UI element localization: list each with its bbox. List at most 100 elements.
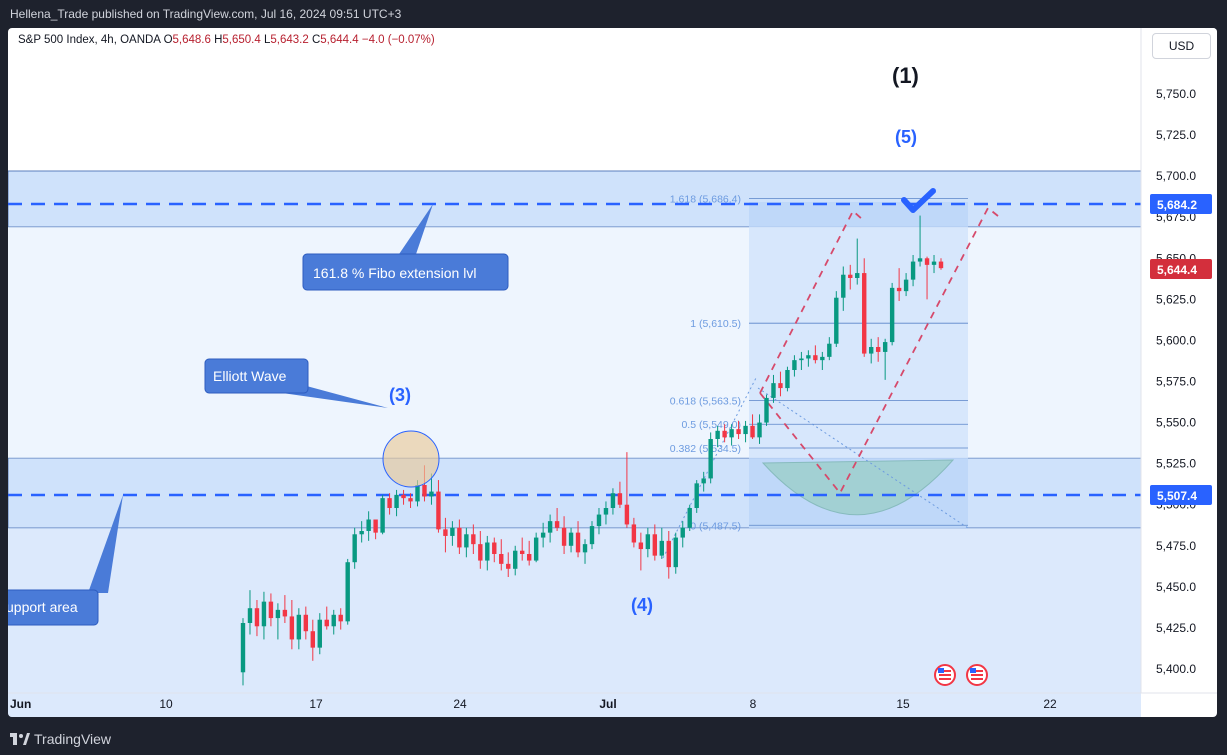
candle-body xyxy=(317,619,322,648)
candle-body xyxy=(582,544,588,553)
candle-body xyxy=(254,608,260,627)
candle-body xyxy=(855,273,860,278)
fib-level-label: 1.618 (5,686.4) xyxy=(670,193,741,205)
fib-retrace-line xyxy=(757,387,969,529)
time-tick-label: Jun xyxy=(10,697,31,711)
wave-3-highlight xyxy=(382,430,440,488)
candle-body xyxy=(247,608,253,623)
candle-body xyxy=(422,485,427,497)
candle-body xyxy=(401,494,406,499)
candle-body xyxy=(701,478,706,484)
price-tick-label: 5,400.0 xyxy=(1156,662,1196,676)
high-value: 5,650.4 xyxy=(222,34,261,46)
candle-body xyxy=(659,540,664,556)
candle-body xyxy=(778,383,783,389)
time-ticks: Jun 10 17 24 Jul 8 15 22 xyxy=(10,697,1057,711)
candle-body xyxy=(499,554,504,564)
price-ticks: 5,750.05,725.05,700.05,675.05,650.05,625… xyxy=(1156,87,1196,676)
price-tick-label: 5,625.0 xyxy=(1156,292,1196,306)
close-value: 5,644.4 xyxy=(320,34,359,46)
fibo-callout xyxy=(302,253,509,291)
candle-body xyxy=(896,287,902,292)
elliott-callout-text: Elliott Wave xyxy=(213,368,287,384)
candle-body xyxy=(429,491,434,497)
candle-body xyxy=(331,614,336,627)
candle-body xyxy=(792,360,797,370)
wave-5-label: (5) xyxy=(895,127,917,147)
candle-body xyxy=(882,342,888,352)
price-tick-label: 5,525.0 xyxy=(1156,457,1196,471)
tradingview-logo[interactable]: TradingView xyxy=(10,731,111,747)
candle-body xyxy=(638,542,644,550)
candle-body xyxy=(736,429,741,435)
candle-body xyxy=(764,397,769,423)
candle-body xyxy=(275,609,281,619)
candle-body xyxy=(268,601,274,619)
currency-button[interactable]: USD xyxy=(1152,33,1211,59)
fib-level-label: 1 (5,610.5) xyxy=(690,318,741,330)
price-tick-label: 5,600.0 xyxy=(1156,333,1196,347)
fibo-callout-text: 161.8 % Fibo extension lvl xyxy=(313,265,476,281)
fib-level-label: 0 (5,487.5) xyxy=(690,520,741,532)
candle-body xyxy=(352,534,357,563)
candles xyxy=(240,215,944,686)
candle-body xyxy=(506,563,511,569)
lower-fill xyxy=(8,528,1141,717)
candle-body xyxy=(631,524,637,543)
candle-body xyxy=(575,532,581,553)
us-flag-icon xyxy=(934,664,956,686)
price-tick-label: 5,550.0 xyxy=(1156,416,1196,430)
time-tick-label: 10 xyxy=(159,697,173,711)
support-callout-text: upport area xyxy=(8,599,78,615)
candle-body xyxy=(359,531,364,535)
symbol-name: S&P 500 Index, 4h, OANDA xyxy=(18,34,161,46)
candle-body xyxy=(408,498,413,502)
candle-body xyxy=(450,527,455,536)
candle-body xyxy=(903,279,909,292)
publish-header: Hellena_Trade published on TradingView.c… xyxy=(0,0,1227,28)
candle-body xyxy=(296,614,302,640)
chart-frame[interactable]: 1.618 (5,686.4) 1 (5,610.5) 0.618 (5,563.5… xyxy=(8,28,1217,717)
candle-body xyxy=(729,429,734,438)
candle-body xyxy=(771,383,776,398)
candle-body xyxy=(492,542,497,554)
candle-body xyxy=(687,508,692,528)
chart-canvas[interactable]: 1.618 (5,686.4) 1 (5,610.5) 0.618 (5,563.5… xyxy=(8,28,1217,717)
change-value: −4.0 (−0.07%) xyxy=(361,34,435,46)
resistance-price-tag xyxy=(1150,194,1212,214)
time-tick-label: 22 xyxy=(1043,697,1057,711)
candle-body xyxy=(561,527,567,546)
candle-body xyxy=(471,534,476,545)
candle-body xyxy=(443,529,448,536)
candle-body xyxy=(464,534,469,548)
candle-body xyxy=(380,498,385,533)
candle-body xyxy=(715,430,720,439)
last-price-text: 5,644.4 xyxy=(1157,263,1197,277)
candle-body xyxy=(624,504,630,525)
time-tick-label: Jul xyxy=(599,697,616,711)
candle-body xyxy=(743,425,748,435)
candle-body xyxy=(708,439,713,479)
candle-body xyxy=(568,532,574,546)
candle-body xyxy=(666,540,671,568)
candle-body xyxy=(924,258,930,265)
candle-body xyxy=(610,493,616,508)
candle-body xyxy=(603,508,609,515)
candle-body xyxy=(373,519,378,533)
candle-body xyxy=(289,616,295,640)
candle-body xyxy=(694,483,699,508)
candle-body xyxy=(652,534,658,556)
candle-body xyxy=(485,542,490,561)
candle-body xyxy=(303,614,309,632)
rounding-bottom xyxy=(761,459,955,516)
time-tick-label: 24 xyxy=(453,697,467,711)
support-price-tag xyxy=(1150,485,1212,505)
candle-body xyxy=(589,526,595,545)
price-tick-label: 5,700.0 xyxy=(1156,169,1196,183)
candle-body xyxy=(394,494,399,508)
symbol-legend: S&P 500 Index, 4h, OANDA O5,648.6 H5,650… xyxy=(18,34,435,46)
candle-body xyxy=(338,614,343,622)
candle-body xyxy=(750,425,755,438)
candle-body xyxy=(827,343,832,357)
candle-body xyxy=(841,274,846,298)
